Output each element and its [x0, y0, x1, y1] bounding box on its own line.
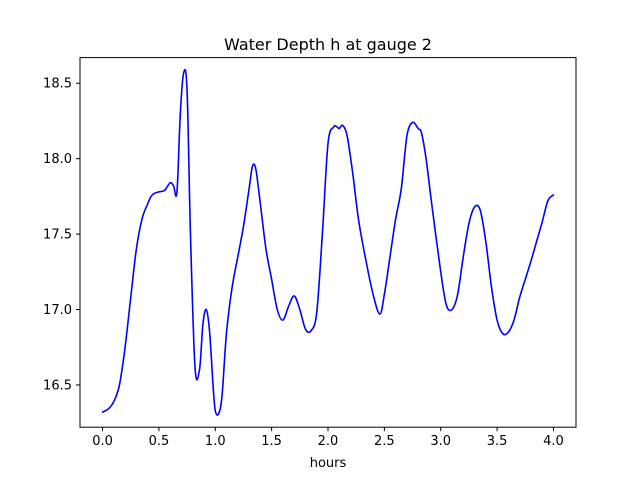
- x-tick-label: 2.0: [318, 434, 339, 449]
- y-tick-label: 18.0: [43, 152, 72, 167]
- x-tick-label: 0.5: [149, 434, 170, 449]
- x-axis: 0.0 0.5 1.0 1.5 2.0 2.5 3.0 3.5 4.0: [92, 427, 564, 449]
- plot-line-layer: [101, 68, 555, 416]
- x-tick-label: 4.0: [543, 434, 564, 449]
- x-tick-label: 3.5: [487, 434, 508, 449]
- chart-title: Water Depth h at gauge 2: [224, 35, 432, 54]
- x-tick-label: 0.0: [92, 434, 113, 449]
- x-axis-label: hours: [310, 456, 347, 471]
- y-tick-label: 17.0: [43, 303, 72, 318]
- x-tick-label: 1.0: [205, 434, 226, 449]
- y-tick-label: 18.5: [43, 77, 72, 92]
- x-tick-label: 1.5: [261, 434, 282, 449]
- x-tick-label: 3.0: [430, 434, 451, 449]
- y-tick-label: 17.5: [43, 228, 72, 243]
- series-line-0: [101, 68, 555, 416]
- x-tick-label: 2.5: [374, 434, 395, 449]
- y-axis: 16.5 17.0 17.5 18.0 18.5: [43, 77, 80, 393]
- y-tick-label: 16.5: [43, 378, 72, 393]
